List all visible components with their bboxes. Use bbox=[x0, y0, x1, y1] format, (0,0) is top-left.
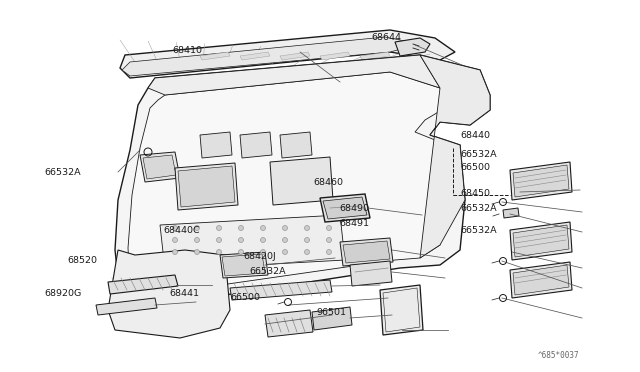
Polygon shape bbox=[360, 52, 390, 60]
Circle shape bbox=[173, 225, 177, 231]
Polygon shape bbox=[148, 55, 440, 95]
Circle shape bbox=[195, 237, 200, 243]
Circle shape bbox=[282, 237, 287, 243]
Text: 68490: 68490 bbox=[339, 204, 369, 213]
Polygon shape bbox=[178, 166, 235, 207]
Polygon shape bbox=[513, 165, 569, 197]
Polygon shape bbox=[240, 52, 270, 60]
Circle shape bbox=[216, 237, 221, 243]
Polygon shape bbox=[108, 250, 230, 338]
Circle shape bbox=[195, 250, 200, 254]
Polygon shape bbox=[280, 52, 310, 60]
Polygon shape bbox=[120, 30, 455, 78]
Text: 68520: 68520 bbox=[67, 256, 97, 265]
Text: 68441: 68441 bbox=[170, 289, 200, 298]
Text: 66532A: 66532A bbox=[461, 150, 497, 159]
Polygon shape bbox=[240, 132, 272, 158]
Text: 96501: 96501 bbox=[317, 308, 347, 317]
Text: 66532A: 66532A bbox=[461, 204, 497, 213]
Text: 68450: 68450 bbox=[461, 189, 491, 198]
Text: 68440: 68440 bbox=[461, 131, 491, 140]
Circle shape bbox=[326, 237, 332, 243]
Polygon shape bbox=[220, 252, 268, 278]
Polygon shape bbox=[510, 162, 572, 200]
Polygon shape bbox=[510, 222, 572, 260]
Polygon shape bbox=[510, 262, 572, 298]
Circle shape bbox=[216, 250, 221, 254]
Polygon shape bbox=[395, 38, 430, 56]
Polygon shape bbox=[513, 225, 569, 257]
Text: 68491: 68491 bbox=[339, 219, 369, 228]
Polygon shape bbox=[175, 163, 238, 210]
Polygon shape bbox=[320, 52, 350, 60]
Text: ^685*0037: ^685*0037 bbox=[538, 351, 579, 360]
Circle shape bbox=[326, 250, 332, 254]
Polygon shape bbox=[122, 37, 420, 76]
Polygon shape bbox=[143, 155, 176, 179]
Text: 66532A: 66532A bbox=[45, 169, 81, 177]
Polygon shape bbox=[343, 241, 390, 263]
Circle shape bbox=[239, 250, 243, 254]
Text: 68644: 68644 bbox=[371, 33, 401, 42]
Circle shape bbox=[326, 225, 332, 231]
Text: 66500: 66500 bbox=[461, 163, 491, 172]
Polygon shape bbox=[140, 152, 180, 182]
Polygon shape bbox=[128, 72, 445, 293]
Polygon shape bbox=[350, 261, 392, 286]
Polygon shape bbox=[200, 132, 232, 158]
Circle shape bbox=[260, 237, 266, 243]
Polygon shape bbox=[312, 307, 352, 330]
Circle shape bbox=[305, 237, 310, 243]
Circle shape bbox=[195, 225, 200, 231]
Polygon shape bbox=[200, 52, 230, 60]
Circle shape bbox=[282, 250, 287, 254]
Text: 66500: 66500 bbox=[230, 293, 260, 302]
Polygon shape bbox=[280, 132, 312, 158]
Text: 68920G: 68920G bbox=[45, 289, 82, 298]
Polygon shape bbox=[222, 254, 265, 276]
Circle shape bbox=[216, 225, 221, 231]
Circle shape bbox=[305, 225, 310, 231]
Polygon shape bbox=[270, 157, 333, 205]
Circle shape bbox=[239, 225, 243, 231]
Circle shape bbox=[260, 250, 266, 254]
Polygon shape bbox=[340, 238, 393, 266]
Polygon shape bbox=[420, 55, 490, 258]
Circle shape bbox=[282, 225, 287, 231]
Polygon shape bbox=[115, 55, 490, 305]
Circle shape bbox=[173, 237, 177, 243]
Circle shape bbox=[239, 237, 243, 243]
Polygon shape bbox=[265, 310, 313, 337]
Polygon shape bbox=[320, 194, 370, 222]
Circle shape bbox=[305, 250, 310, 254]
Polygon shape bbox=[503, 208, 519, 218]
Polygon shape bbox=[108, 275, 178, 294]
Text: 66532A: 66532A bbox=[461, 226, 497, 235]
Text: 68440C: 68440C bbox=[163, 226, 200, 235]
Polygon shape bbox=[380, 285, 423, 335]
Text: 68420J: 68420J bbox=[243, 252, 276, 261]
Polygon shape bbox=[513, 265, 569, 295]
Text: 68410: 68410 bbox=[173, 46, 203, 55]
Text: 66532A: 66532A bbox=[250, 267, 286, 276]
Text: 68460: 68460 bbox=[314, 178, 344, 187]
Circle shape bbox=[173, 250, 177, 254]
Circle shape bbox=[260, 225, 266, 231]
Polygon shape bbox=[160, 215, 345, 270]
Polygon shape bbox=[230, 280, 332, 300]
Polygon shape bbox=[96, 298, 157, 315]
Polygon shape bbox=[323, 197, 367, 219]
